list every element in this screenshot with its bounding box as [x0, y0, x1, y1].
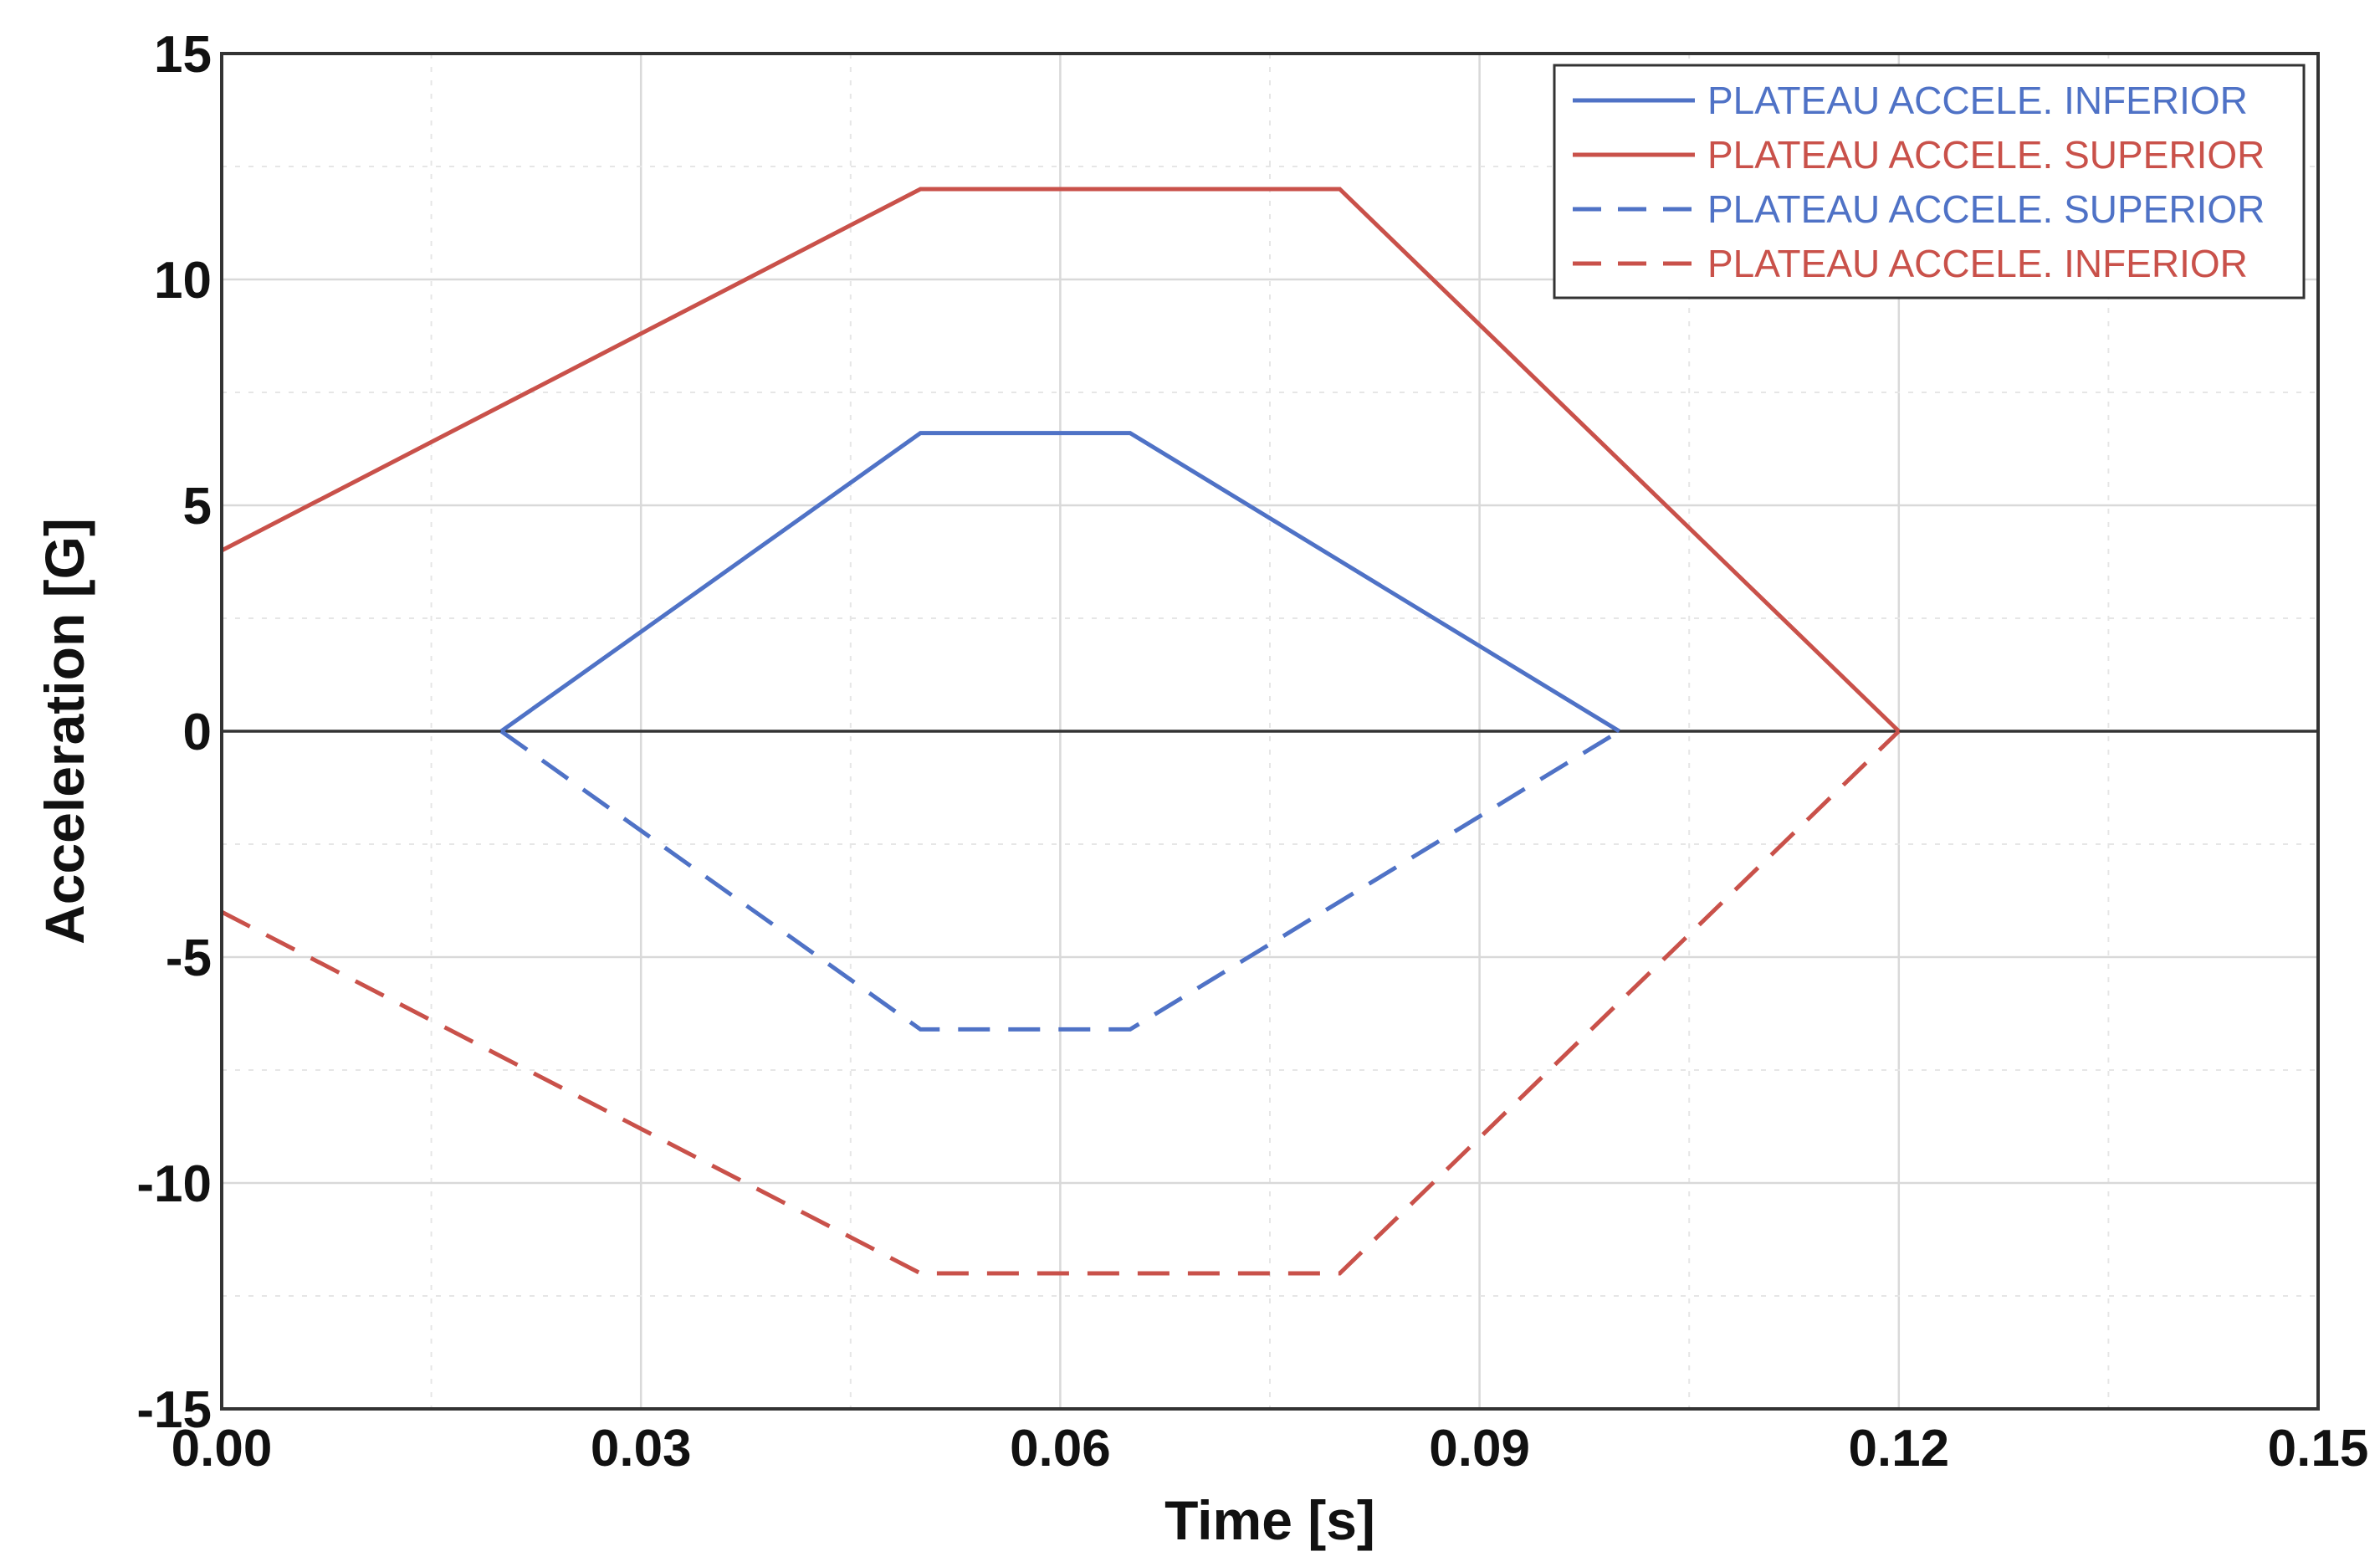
- legend-label-1: PLATEAU ACCELE. INFERIOR: [1707, 79, 2248, 122]
- x-tick-label: 0.00: [171, 1420, 273, 1477]
- y-tick-label: 5: [183, 478, 212, 535]
- y-tick-label: -5: [166, 929, 212, 987]
- y-axis-title: Acceleration [G]: [33, 518, 95, 945]
- x-axis-title: Time [s]: [1164, 1489, 1375, 1551]
- y-tick-label: -15: [136, 1381, 212, 1439]
- x-tick-label: 0.15: [2268, 1420, 2369, 1477]
- series-line-3: [499, 729, 1621, 1032]
- legend: PLATEAU ACCELE. INFERIOR PLATEAU ACCELE. …: [1553, 64, 2306, 300]
- legend-label-4: PLATEAU ACCELE. INFERIOR: [1707, 242, 2248, 285]
- x-tick-label: 0.06: [1010, 1420, 1111, 1477]
- x-tick-label: 0.09: [1429, 1420, 1530, 1477]
- x-tick-label: 0.03: [591, 1420, 692, 1477]
- series-line-1: [499, 431, 1621, 734]
- y-tick-label: 0: [183, 704, 212, 761]
- series-line-2: [220, 187, 1901, 733]
- legend-label-2: PLATEAU ACCELE. SUPERIOR: [1707, 133, 2265, 177]
- plot-frame: [220, 52, 2320, 1411]
- x-tick-label: 0.12: [1848, 1420, 1949, 1477]
- series-group: [220, 187, 1901, 1276]
- legend-box: [1553, 64, 2306, 300]
- x-tick-labels: 0.00 0.03 0.06 0.09 0.12 0.15: [171, 1420, 2369, 1477]
- y-tick-label: -10: [136, 1155, 212, 1213]
- y-tick-label: 10: [154, 252, 212, 310]
- legend-label-3: PLATEAU ACCELE. SUPERIOR: [1707, 187, 2265, 231]
- y-tick-label: 15: [154, 26, 212, 84]
- y-tick-labels: 15 10 5 0 -5 -10 -15: [136, 26, 212, 1439]
